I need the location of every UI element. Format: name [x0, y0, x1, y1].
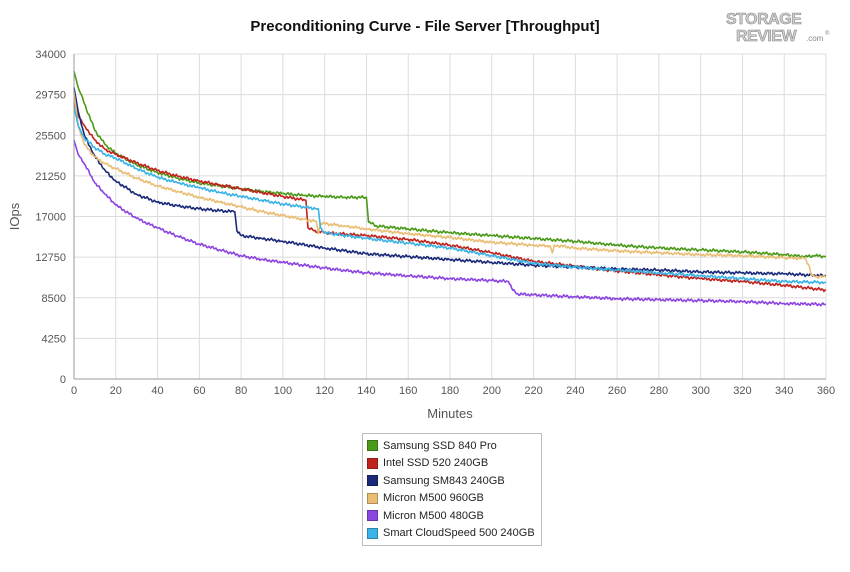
logo-line2: REVIEW [736, 28, 798, 45]
x-tick-label: 140 [357, 385, 375, 397]
logo-line1: STORAGE [726, 11, 802, 28]
legend-label: Smart CloudSpeed 500 240GB [383, 527, 535, 540]
series-line-1 [73, 101, 827, 293]
series-line-2 [73, 87, 827, 278]
legend-swatch [367, 457, 378, 469]
legend-swatch [367, 510, 378, 522]
axes: 0 4250 8500 12750 17000 21250 25500 29750 34000 0… [7, 49, 835, 421]
legend-item: Intel SSD 520 240GB [363, 455, 541, 473]
x-tick-label: 20 [110, 385, 122, 397]
x-tick-label: 280 [650, 385, 668, 397]
x-tick-label: 100 [274, 385, 292, 397]
y-tick-label: 12750 [35, 252, 66, 264]
x-axis-title: Minutes [427, 406, 473, 421]
legend-label: Intel SSD 520 240GB [383, 457, 489, 470]
y-tick-label: 29750 [35, 90, 66, 102]
legend-swatch [367, 475, 378, 487]
series-line-0 [73, 71, 826, 259]
x-tick-label: 120 [315, 385, 333, 397]
y-tick-label: 34000 [35, 49, 66, 61]
legend: Samsung SSD 840 Pro Intel SSD 520 240GB Sa… [362, 433, 542, 546]
x-tick-label: 160 [399, 385, 417, 397]
chart-title: Preconditioning Curve - File Server [Thr… [250, 18, 600, 35]
legend-label: Samsung SM843 240GB [383, 474, 505, 487]
y-tick-label: 21250 [35, 171, 66, 183]
legend-item: Samsung SM843 240GB [363, 472, 541, 490]
grid-lines [73, 53, 827, 380]
legend-item: Smart CloudSpeed 500 240GB [363, 525, 541, 543]
legend-swatch [367, 492, 378, 504]
legend-swatch [367, 440, 378, 452]
x-tick-label: 80 [235, 385, 247, 397]
x-tick-label: 300 [691, 385, 709, 397]
y-tick-label: 25500 [35, 130, 66, 142]
legend-item: Micron M500 480GB [363, 507, 541, 525]
logo-registered-mark: ® [825, 30, 830, 37]
x-tick-label: 40 [151, 385, 163, 397]
legend-label: Micron M500 480GB [383, 509, 484, 522]
series-line-3 [73, 92, 826, 279]
y-tick-label: 8500 [42, 293, 66, 305]
x-tick-label: 340 [775, 385, 793, 397]
x-tick-label: 260 [608, 385, 626, 397]
y-tick-label: 0 [60, 374, 66, 386]
x-tick-label: 0 [71, 385, 77, 397]
legend-label: Micron M500 960GB [383, 492, 484, 505]
legend-item: Samsung SSD 840 Pro [363, 437, 541, 455]
legend-label: Samsung SSD 840 Pro [383, 439, 497, 452]
x-tick-label: 240 [566, 385, 584, 397]
legend-item: Micron M500 960GB [363, 490, 541, 508]
x-tick-label: 220 [524, 385, 542, 397]
x-tick-label: 200 [483, 385, 501, 397]
y-tick-label: 17000 [35, 212, 66, 224]
logo-suffix: .com [806, 34, 824, 43]
y-axis-title: IOps [7, 202, 22, 230]
x-tick-label: 360 [817, 385, 835, 397]
x-tick-label: 180 [441, 385, 459, 397]
y-tick-label: 4250 [42, 333, 66, 345]
series-line-4 [73, 139, 826, 307]
x-tick-label: 60 [193, 385, 205, 397]
series-line-5 [73, 106, 827, 285]
storagereview-logo: STORAGE REVIEW .com ® [726, 11, 830, 46]
legend-swatch [367, 527, 378, 539]
series-lines [73, 71, 827, 307]
x-tick-label: 320 [733, 385, 751, 397]
